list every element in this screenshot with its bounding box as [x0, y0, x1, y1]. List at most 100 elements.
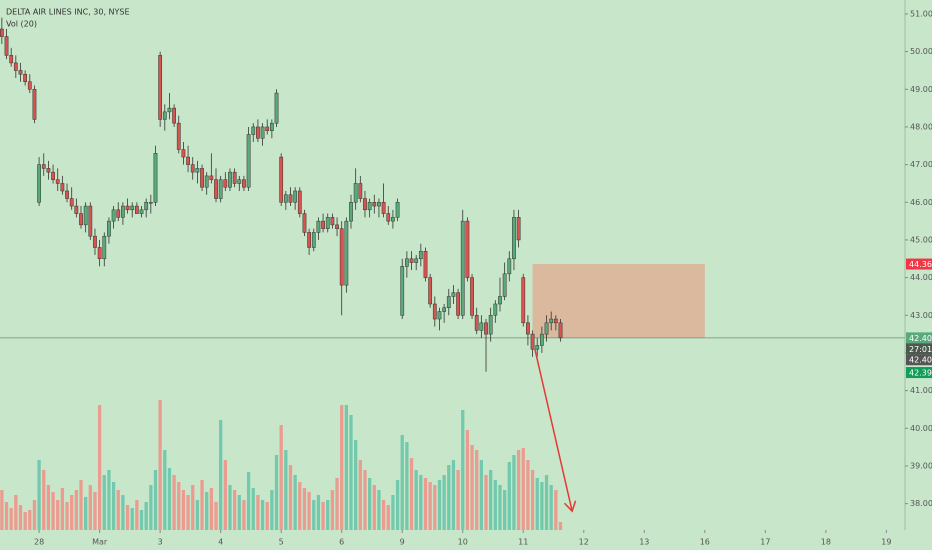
- candle-body: [139, 209, 144, 214]
- volume-bar: [419, 475, 423, 530]
- volume-bar: [209, 488, 213, 530]
- candle-body: [330, 217, 335, 226]
- candle-body: [540, 333, 544, 346]
- volume-bar: [386, 505, 390, 530]
- candle-body: [372, 202, 377, 207]
- volume-bar: [144, 502, 148, 530]
- candle-body: [367, 202, 372, 211]
- volume-bar: [503, 490, 507, 530]
- volume-bar: [223, 460, 227, 530]
- volume-bar: [130, 508, 134, 530]
- candle-body: [479, 322, 484, 331]
- volume-bar: [544, 475, 549, 530]
- volume-bar: [205, 492, 209, 530]
- candle-body: [311, 232, 316, 248]
- volume-bar: [335, 478, 339, 530]
- x-tick-label: 16: [700, 538, 710, 547]
- candle-body: [553, 318, 558, 324]
- candle-body: [121, 205, 125, 218]
- candle-body: [186, 156, 190, 165]
- volume-bar: [312, 500, 316, 530]
- volume-bar: [167, 468, 172, 530]
- candle-body: [428, 277, 433, 305]
- volume-bar: [461, 410, 465, 530]
- volume-bar: [260, 500, 265, 530]
- price-tag-label: 27:01: [909, 345, 932, 354]
- volume-bar: [228, 485, 232, 530]
- candle-body: [283, 194, 288, 203]
- candle-body: [97, 247, 102, 260]
- volume-bar: [42, 470, 46, 530]
- candle-body: [339, 228, 344, 286]
- volume-bar: [251, 488, 255, 530]
- volume-bar: [498, 485, 502, 530]
- candle-body: [456, 292, 460, 316]
- candle-body: [200, 168, 204, 188]
- candle-body: [242, 179, 246, 188]
- candle-body: [530, 333, 535, 350]
- volume-bar: [326, 500, 330, 530]
- x-tick-label: 10: [458, 538, 468, 547]
- x-tick-label: Mar: [92, 538, 108, 547]
- volume-bar: [242, 500, 246, 530]
- y-tick-label: 44.00: [910, 273, 932, 282]
- volume-bar: [18, 505, 23, 530]
- volume-bar: [51, 492, 55, 530]
- candle-body: [381, 202, 386, 214]
- chart-title: DELTA AIR LINES INC, 30, NYSE: [6, 8, 130, 17]
- volume-bar: [200, 480, 204, 530]
- candle-body: [65, 190, 69, 199]
- volume-bar: [139, 510, 144, 530]
- volume-bar: [554, 490, 558, 530]
- volume-bar: [330, 490, 335, 530]
- candle-body: [274, 92, 279, 124]
- volume-bar: [409, 458, 414, 530]
- volume-bar: [358, 460, 362, 530]
- candle-body: [260, 126, 265, 139]
- volume-bar: [414, 470, 418, 530]
- volume-bar: [56, 500, 60, 530]
- candle-body: [516, 217, 521, 241]
- volume-bar: [405, 442, 409, 530]
- volume-bar: [442, 475, 446, 530]
- candle-body: [134, 205, 139, 214]
- candle-body: [153, 153, 158, 203]
- volume-bar: [344, 405, 348, 530]
- volume-bar: [423, 478, 428, 530]
- x-tick-label: 18: [821, 538, 831, 547]
- x-tick-label: 4: [218, 538, 223, 547]
- candle-body: [446, 296, 451, 309]
- candle-body: [353, 183, 358, 203]
- volume-bar: [372, 485, 376, 530]
- candle-body: [79, 213, 83, 226]
- volume-bar: [521, 448, 525, 530]
- price-tag: [906, 332, 932, 344]
- x-tick-label: 11: [518, 538, 528, 547]
- candle-body: [377, 202, 381, 207]
- price-tag-label: 42.39: [909, 369, 932, 378]
- candle-body: [437, 311, 442, 320]
- candle-body: [195, 168, 200, 173]
- volume-bar: [265, 502, 269, 530]
- y-tick-label: 40.00: [910, 424, 932, 433]
- candle-body: [512, 217, 516, 260]
- candle-body: [409, 258, 414, 263]
- volume-bar: [9, 508, 13, 530]
- volume-bar: [153, 470, 158, 530]
- volume-bar: [214, 502, 218, 530]
- candle-body: [209, 175, 214, 180]
- x-tick-label: 12: [579, 538, 589, 547]
- volume-bar: [246, 472, 251, 530]
- volume-bar: [298, 482, 302, 530]
- volume-bar: [158, 400, 162, 530]
- volume-bar: [93, 492, 97, 530]
- candle-body: [232, 171, 237, 184]
- volume-bar: [549, 485, 553, 530]
- candle-body: [32, 89, 37, 120]
- volume-bar: [195, 500, 200, 530]
- candle-body: [4, 36, 9, 56]
- volume-bar: [451, 460, 456, 530]
- volume-bar: [111, 482, 116, 530]
- y-tick-label: 43.00: [910, 311, 932, 320]
